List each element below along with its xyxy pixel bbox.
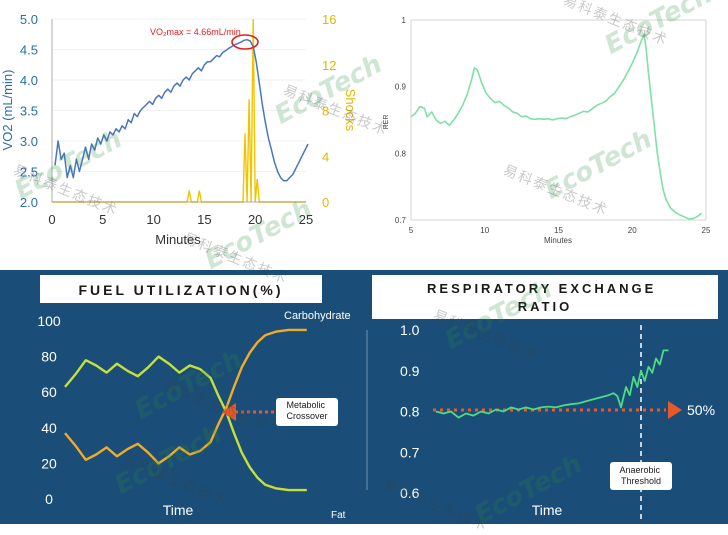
rer-y-tick: 1 [402,16,407,25]
vo2-x-tick: 10 [146,212,160,227]
vo2max-circle [231,34,259,50]
fuel-y-tick: 20 [41,455,57,471]
rer-title-box [372,275,718,319]
carbohydrate-series-line [64,355,307,492]
fifty-percent-arrow-head [668,401,682,419]
crossover-label: Metabolic Crossover [286,400,327,421]
rer-x-tick: 5 [409,226,414,235]
shocks-y-tick: 8 [322,104,329,119]
fuel-y-tick: 40 [41,420,57,436]
crossover-label-line1: Metabolic [286,400,325,410]
fuel-title-box [40,275,322,303]
rer-x-tick: 20 [628,226,637,235]
rer-title-line2: RATIO [518,299,572,314]
shocks-y-tick: 12 [322,58,336,73]
vo2max-annotation: VO₂max = 4.66mL/min [150,27,241,37]
shocks-series-line [52,18,306,203]
rer-series-line [410,33,703,220]
vo2-x-tick: 25 [299,212,313,227]
rer2-xlabel: Time [532,502,563,518]
fuel-y-tick: 0 [45,491,53,507]
rer-xlabel: Minutes [544,236,572,245]
rer-y-tick: 0.8 [395,149,407,158]
fat-label: Fat [331,510,346,521]
vo2-x-tick: 15 [197,212,211,227]
rer-x-tick: 15 [554,226,563,235]
threshold-label-line1: Anaerobic [619,465,660,475]
rer2-y-tick: 1.0 [400,322,420,338]
shocks-y-tick: 4 [322,149,329,164]
fuel-y-tick: 80 [41,349,57,365]
rer2-y-tick: 0.8 [400,404,420,420]
rer2-y-tick: 0.6 [400,485,420,501]
vo2-ylabel: VO2 (mL/min) [0,70,15,151]
fuel-xlabel: Time [163,502,194,518]
rer-title: RESPIRATORY EXCHANGE RATIO [427,281,663,314]
rer-plot-frame [410,19,707,221]
rer-ylabel: RER [383,115,390,130]
fat-series-line [64,328,307,465]
rer-x-tick: 25 [702,226,711,235]
fuel-title: FUEL UTILIZATION(%) [78,282,283,298]
rer2-series-line [435,349,669,419]
vo2-y-tick: 2.0 [20,195,38,210]
rer-title-line1: RESPIRATORY EXCHANGE [427,281,656,296]
vo2-x-tick: 20 [248,212,262,227]
vo2-y-tick: 4.5 [20,43,38,58]
rer2-y-tick: 0.7 [400,444,420,460]
bottom-charts: FUEL UTILIZATION(%) RESPIRATORY EXCHANGE… [37,275,718,521]
shocks-y-tick: 16 [322,12,336,27]
rer-x-tick: 10 [480,226,489,235]
vo2-chart: 0 5 10 15 20 25 2.0 2.5 3.0 3.5 4.0 4.5 5.0 0 4 8 12 16 M… [0,12,358,247]
vo2-y-tick: 2.5 [20,165,38,180]
carbohydrate-label: Carbohydrate [284,310,351,322]
rer-chart: 5 10 15 20 25 0.7 0.8 0.9 1 Minutes RER [383,16,711,245]
fuel-y-tick: 100 [37,313,61,329]
shocks-y-tick: 0 [322,195,329,210]
shocks-ylabel: Shocks [343,89,358,132]
vo2-xlabel: Minutes [155,232,201,247]
vo2-series-line [54,38,309,182]
vo2-y-tick: 5.0 [20,12,38,27]
threshold-label-box [610,462,672,490]
rer2-y-tick: 0.9 [400,363,420,379]
vo2-x-tick: 0 [48,212,55,227]
rer-y-tick: 0.9 [395,83,407,92]
crossover-arrow-head [222,403,236,421]
crossover-label-box [276,398,338,426]
rer-y-tick: 0.7 [395,216,407,225]
vo2-y-tick: 3.5 [20,104,38,119]
threshold-label: Anaerobic Threshold [619,465,662,486]
fuel-y-tick: 60 [41,384,57,400]
crossover-label-line2: Crossover [286,411,327,421]
vo2-y-tick: 3.0 [20,134,38,149]
vo2-x-tick: 5 [99,212,106,227]
vo2-y-tick: 4.0 [20,73,38,88]
fifty-percent-label: 50% [687,402,715,418]
threshold-label-line2: Threshold [621,476,661,486]
